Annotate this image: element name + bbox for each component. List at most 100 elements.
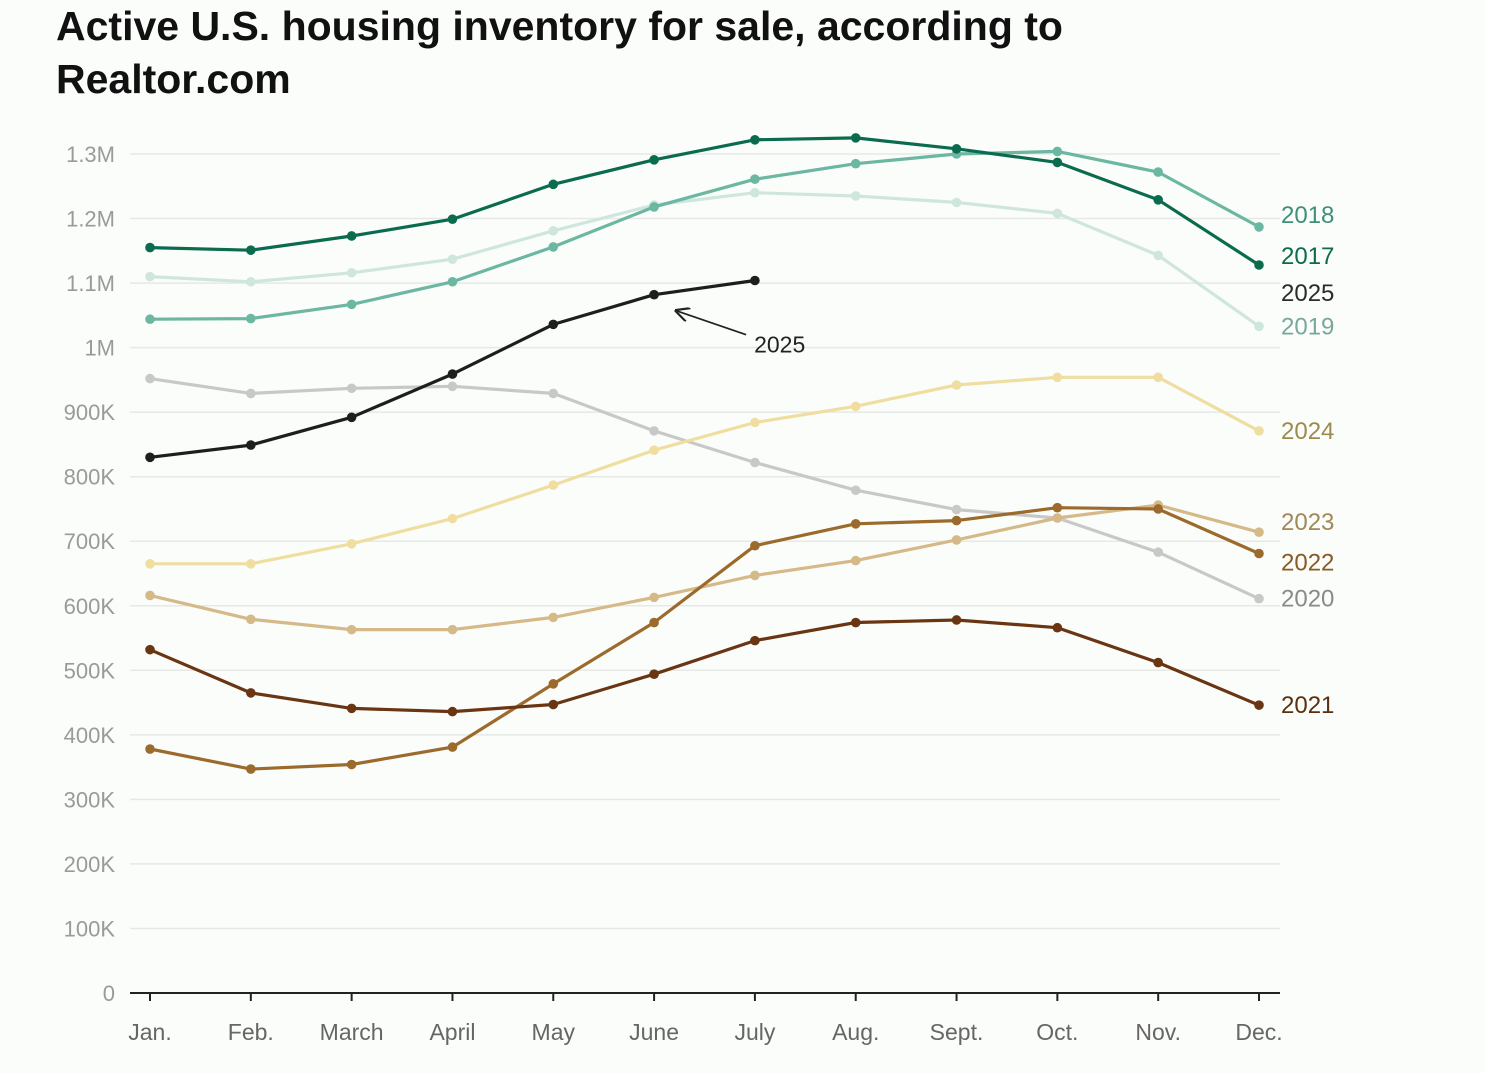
y-tick-label: 1.2M bbox=[66, 207, 115, 232]
data-point-2025 bbox=[346, 412, 357, 423]
data-point-2022 bbox=[1153, 504, 1163, 514]
data-point-2024 bbox=[145, 559, 155, 569]
data-point-2022 bbox=[145, 744, 155, 754]
data-point-2019 bbox=[951, 197, 962, 208]
annotation-arrow bbox=[676, 311, 747, 336]
y-tick-label: 300K bbox=[64, 787, 116, 812]
data-point-2021 bbox=[649, 669, 659, 679]
y-tick-label: 1M bbox=[84, 336, 115, 361]
data-point-2018 bbox=[246, 313, 256, 324]
data-point-2020 bbox=[850, 485, 861, 496]
data-point-2021 bbox=[1254, 700, 1264, 710]
data-point-2025 bbox=[548, 319, 559, 330]
data-point-2024 bbox=[1153, 372, 1163, 383]
data-point-2025 bbox=[145, 452, 155, 463]
data-point-2023 bbox=[145, 590, 155, 601]
data-point-2022 bbox=[649, 617, 659, 628]
series-line-2021 bbox=[148, 618, 1261, 714]
x-tick-label: May bbox=[532, 1019, 576, 1045]
series-label-2024: 2024 bbox=[1281, 418, 1334, 445]
data-point-2019 bbox=[1254, 321, 1264, 332]
data-point-2022 bbox=[1254, 548, 1264, 559]
y-tick-label: 600K bbox=[64, 594, 116, 619]
series-line-2023 bbox=[148, 503, 1261, 632]
data-point-2021 bbox=[850, 617, 861, 628]
series-label-2018: 2018 bbox=[1281, 202, 1334, 229]
data-point-2021 bbox=[1052, 622, 1063, 633]
x-tick-label: March bbox=[320, 1019, 384, 1045]
data-point-2019 bbox=[346, 267, 357, 278]
data-point-2022 bbox=[850, 519, 861, 529]
data-point-2023 bbox=[1254, 527, 1264, 537]
y-tick-label: 500K bbox=[64, 658, 116, 683]
data-point-2022 bbox=[246, 764, 256, 774]
data-point-2022 bbox=[447, 742, 458, 752]
x-tick-label: July bbox=[734, 1019, 775, 1045]
series-labels: 2020 2019 2024 2023 2018 2017 2022 2021 2025 bbox=[1281, 202, 1334, 719]
data-point-2018 bbox=[649, 202, 659, 212]
chart-title: Active U.S. housing inventory for sale, … bbox=[56, 3, 1063, 102]
data-point-2021 bbox=[548, 699, 559, 710]
y-tick-label: 700K bbox=[64, 529, 116, 554]
series-2018 bbox=[145, 146, 1264, 325]
x-tick-label: Aug. bbox=[832, 1019, 879, 1045]
data-point-2018 bbox=[447, 276, 458, 287]
data-point-2023 bbox=[246, 614, 256, 625]
data-point-2024 bbox=[346, 539, 357, 549]
data-point-2023 bbox=[850, 555, 861, 566]
data-point-2018 bbox=[548, 242, 559, 252]
series-2023 bbox=[145, 500, 1264, 635]
data-point-2023 bbox=[1052, 513, 1063, 523]
series-line-2018 bbox=[148, 149, 1261, 321]
gridlines bbox=[130, 153, 1280, 930]
data-point-2020 bbox=[447, 381, 458, 392]
series-label-2022: 2022 bbox=[1281, 549, 1334, 576]
data-point-2018 bbox=[145, 314, 155, 325]
data-point-2024 bbox=[1254, 426, 1264, 436]
data-point-2018 bbox=[1153, 167, 1163, 177]
data-point-2022 bbox=[1052, 502, 1063, 513]
annotations: 2025 bbox=[676, 311, 805, 358]
y-tick-label: 400K bbox=[64, 723, 116, 748]
data-point-2020 bbox=[548, 388, 559, 399]
series-2022 bbox=[145, 502, 1264, 774]
axes: 0 100K 200K 300K 400K 500K 600K 700K 800K 900K 1M 1… bbox=[64, 142, 1283, 1045]
data-point-2024 bbox=[649, 445, 659, 456]
data-point-2022 bbox=[548, 679, 559, 689]
data-point-2019 bbox=[246, 276, 256, 287]
series-line-2019 bbox=[148, 191, 1261, 328]
data-point-2017 bbox=[750, 135, 760, 145]
data-point-2024 bbox=[447, 513, 458, 524]
data-point-2019 bbox=[447, 254, 458, 264]
data-point-2024 bbox=[1052, 372, 1063, 383]
series-2020 bbox=[145, 373, 1264, 604]
data-point-2022 bbox=[951, 515, 962, 526]
y-tick-label: 1.3M bbox=[66, 142, 115, 167]
x-tick-label: Nov. bbox=[1135, 1019, 1181, 1045]
series-2025 bbox=[145, 275, 760, 463]
data-point-2024 bbox=[246, 559, 256, 569]
data-point-2024 bbox=[750, 417, 760, 428]
series-line-2017 bbox=[148, 136, 1261, 267]
series-2021 bbox=[145, 615, 1264, 717]
data-point-2025 bbox=[447, 369, 458, 379]
data-point-2017 bbox=[346, 231, 357, 241]
data-point-2019 bbox=[750, 187, 760, 198]
y-tick-label: 800K bbox=[64, 465, 116, 490]
y-tick-label: 100K bbox=[64, 916, 116, 941]
data-point-2025 bbox=[750, 275, 760, 286]
data-point-2021 bbox=[346, 703, 357, 714]
data-point-2020 bbox=[1254, 593, 1264, 604]
data-point-2021 bbox=[951, 615, 962, 625]
series-2019 bbox=[145, 187, 1264, 332]
x-tick-label: Oct. bbox=[1036, 1019, 1078, 1045]
data-point-2025 bbox=[246, 440, 256, 450]
series-line-2024 bbox=[148, 375, 1261, 566]
x-tick-label: Jan. bbox=[128, 1019, 171, 1045]
series-label-2025: 2025 bbox=[1281, 280, 1334, 307]
x-tick-label: Feb. bbox=[228, 1019, 274, 1045]
y-tick-label: 200K bbox=[64, 852, 116, 877]
data-point-2017 bbox=[850, 133, 861, 143]
data-point-2019 bbox=[850, 191, 861, 201]
series-line-2022 bbox=[148, 506, 1261, 771]
